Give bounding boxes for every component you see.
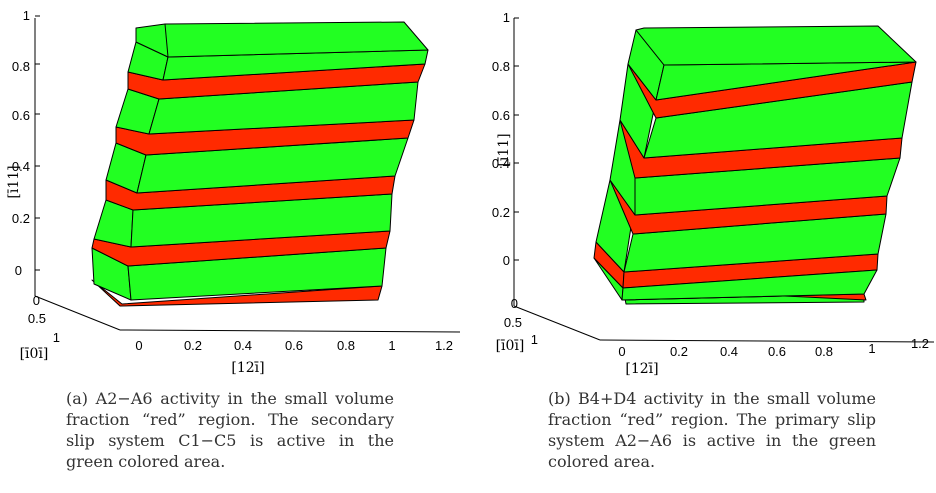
x-tick-label: 0.2 (670, 344, 688, 359)
z-tick-label: 0.2 (12, 211, 30, 226)
z-tick-label: 1 (23, 8, 30, 23)
y-axis-line (34, 295, 121, 331)
green-face (621, 269, 878, 301)
z-tick-label: 0.4 (12, 159, 30, 174)
x-tick-label: 0.6 (285, 338, 303, 353)
y-axis-label: [ī0ī] (20, 346, 49, 362)
y-ticks: 0 0.5 1 (28, 293, 60, 345)
x-tick-label: 1 (388, 338, 395, 353)
plot-b: 0 0.2 0.4 0.6 0.8 1 0 0.5 1 0 0.2 0.4 0.… (492, 10, 935, 377)
x-tick-label: 0 (135, 338, 142, 353)
block-b (593, 25, 917, 305)
y-tick-label: 0 (511, 296, 518, 311)
z-tick-label: 0.6 (12, 108, 30, 123)
y-axis-label: [ī0ī] (496, 338, 525, 354)
z-tick-label: 1 (503, 10, 510, 25)
z-ticks: 0 0.2 0.4 0.6 0.8 1 (492, 10, 519, 268)
plot-a: 0 0.2 0.4 0.6 0.8 1 0 0.5 1 0 0.2 0.4 0.… (6, 8, 461, 376)
figure-a: 0 0.2 0.4 0.6 0.8 1 0 0.5 1 0 0.2 0.4 0.… (6, 8, 461, 471)
x-axis-line (119, 329, 461, 333)
z-axis-label: [ī11] (6, 165, 22, 198)
caption-a: (a) A2−A6 activity in the small volume f… (66, 389, 394, 471)
top-edge (164, 23, 169, 58)
red-layer (91, 279, 383, 307)
z-axis-label: [ī11] (496, 133, 512, 166)
y-tick-label: 0.5 (28, 311, 46, 326)
figure-b: 0 0.2 0.4 0.6 0.8 1 0 0.5 1 0 0.2 0.4 0.… (468, 0, 936, 493)
x-axis-line (599, 339, 935, 343)
z-tick-label: 0.4 (492, 156, 510, 171)
block-a (91, 21, 429, 307)
x-ticks: 0 0.2 0.4 0.6 0.8 1 1.2 (618, 336, 929, 359)
x-tick-label: 0.2 (184, 338, 202, 353)
x-tick-label: 0.8 (337, 338, 355, 353)
x-ticks: 0 0.2 0.4 0.6 0.8 1 1.2 (135, 338, 453, 353)
green-top (635, 25, 917, 66)
z-tick-label: 0.8 (492, 59, 510, 74)
z-tick-label: 0.8 (12, 59, 30, 74)
x-tick-label: 1 (868, 341, 875, 356)
y-tick-label: 0.5 (504, 315, 522, 330)
y-tick-label: 1 (531, 332, 538, 347)
x-tick-label: 0.8 (815, 344, 833, 359)
x-axis-label: [12ī] (231, 360, 264, 376)
x-axis-label: [12ī] (625, 361, 658, 377)
z-tick-label: 0.6 (492, 108, 510, 123)
x-tick-label: 0 (618, 344, 625, 359)
y-tick-label: 0 (33, 293, 40, 308)
x-tick-label: 1.2 (911, 336, 929, 351)
z-tick-label: 0 (503, 253, 510, 268)
x-tick-label: 0.4 (234, 338, 252, 353)
x-tick-label: 0.4 (720, 344, 738, 359)
z-ticks: 0 0.2 0.4 0.6 0.8 1 (12, 8, 40, 278)
z-tick-label: 0 (15, 263, 22, 278)
y-tick-label: 1 (53, 330, 60, 345)
z-tick-label: 0.2 (492, 205, 510, 220)
x-tick-label: 1.2 (435, 338, 453, 353)
y-ticks: 0 0.5 1 (504, 296, 538, 347)
x-tick-label: 0.6 (768, 344, 786, 359)
y-axis-line (513, 305, 601, 341)
caption-b: (b) B4+D4 activity in the small volume f… (548, 389, 876, 471)
